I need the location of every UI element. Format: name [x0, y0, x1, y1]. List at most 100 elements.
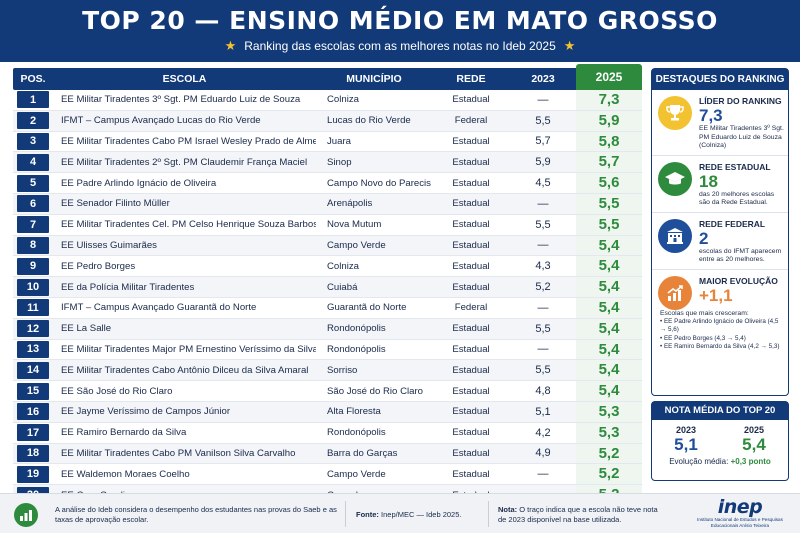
cell-escola: EE Militar Tiradentes Cel. PM Celso Henr… [61, 219, 316, 231]
highlight-estadual: REDE ESTADUAL 18 das 20 melhores escolas… [652, 156, 788, 213]
position-badge: 12 [17, 320, 49, 338]
cell-pos: 15 [13, 382, 53, 400]
cell-escola: EE Militar Tiradentes 3º Sgt. PM Eduardo… [61, 94, 301, 106]
cell-rede: Estadual [452, 94, 490, 106]
cell-municipio: Sinop [327, 156, 352, 168]
position-badge: 3 [17, 132, 49, 150]
cell-2025: 5,4 [576, 235, 642, 256]
cell-municipio: Campo Verde [327, 239, 386, 251]
average-2023-value: 5,1 [674, 435, 698, 454]
federal-value: 2 [699, 228, 709, 248]
cell-2025: 5,4 [576, 318, 642, 339]
cell-2023: 4,5 [535, 177, 551, 190]
position-badge: 11 [17, 299, 49, 317]
table-row: 5 EE Padre Arlindo Ignácio de Oliveira Cam… [13, 173, 642, 194]
average-2023: 2023 5,1 [674, 425, 698, 455]
footer-divider [345, 501, 346, 527]
cell-pos: 4 [13, 153, 53, 171]
growth-chart-icon [658, 275, 692, 310]
header-2023: 2023 [531, 73, 555, 85]
source-label: Fonte: [356, 510, 379, 519]
nota-label: Nota: [498, 505, 518, 514]
subtitle-row: ★ Ranking das escolas com as melhores no… [0, 38, 800, 54]
table-row: 19 EE Waldemon Moraes Coelho Campo Verde Es… [13, 464, 642, 486]
cell-2025: 7,3 [576, 90, 642, 110]
cell-2025: 5,3 [576, 422, 642, 443]
position-badge: 19 [17, 465, 49, 483]
cell-municipio: Colniza [327, 260, 359, 272]
cell-escola: IFMT – Campus Avançado Guarantã do Norte [61, 302, 257, 314]
page-subtitle: Ranking das escolas com as melhores nota… [244, 39, 556, 53]
cell-2023: 5,5 [535, 364, 551, 377]
table-row: 2 IFMT – Campus Avançado Lucas do Rio Ver… [13, 110, 642, 132]
table-row: 14 EE Militar Tiradentes Cabo Antônio Dil… [13, 360, 642, 382]
table-row: 10 EE da Polícia Militar Tiradentes Cuiabá… [13, 277, 642, 298]
cell-2023: 5,2 [535, 281, 551, 294]
table-row: 7 EE Militar Tiradentes Cel. PM Celso Hen… [13, 214, 642, 236]
cell-2025: 5,6 [576, 173, 642, 193]
cell-2023: — [537, 301, 549, 314]
cell-2023: 5,1 [535, 405, 551, 418]
table-row: 18 EE Militar Tiradentes Cabo PM Vanilson… [13, 443, 642, 465]
table-row: 16 EE Jayme Veríssimo de Campos Júnior Alt… [13, 401, 642, 423]
cell-municipio: Campo Verde [327, 468, 386, 480]
cell-2025: 5,8 [576, 131, 642, 152]
table-row: 11 IFMT – Campus Avançado Guarantã do Nor… [13, 297, 642, 319]
position-badge: 15 [17, 382, 49, 400]
cell-pos: 10 [13, 278, 53, 296]
page-title: TOP 20 — ENSINO MÉDIO EM MATO GROSSO [82, 6, 718, 35]
footer-nota: Nota: O traço indica que a escola não te… [498, 505, 668, 525]
cell-rede: Estadual [452, 281, 490, 293]
position-badge: 4 [17, 153, 49, 171]
table-row: 4 EE Militar Tiradentes 2º Sgt. PM Claude… [13, 152, 642, 174]
cell-2023: — [537, 197, 549, 210]
table-row: 6 EE Senador Filinto Müller Arenápolis Esta… [13, 193, 642, 215]
cell-municipio: Rondonópolis [327, 323, 386, 335]
cell-municipio: Rondonópolis [327, 343, 386, 355]
cell-rede: Estadual [452, 177, 490, 189]
table-row: 1 EE Militar Tiradentes 3º Sgt. PM Eduard… [13, 90, 642, 111]
inep-logo: inep Instituto Nacional de Estudos e Pes… [690, 497, 790, 528]
cell-pos: 14 [13, 361, 53, 379]
table-header: POS. ESCOLA MUNICÍPIO REDE 2023 2025 [13, 64, 642, 90]
cell-escola: EE Padre Arlindo Ignácio de Oliveira [61, 177, 217, 189]
cell-escola: EE São José do Rio Claro [61, 385, 173, 397]
position-badge: 18 [17, 444, 49, 462]
logo-institution: Instituto Nacional de Estudos e Pesquisa… [697, 517, 783, 528]
average-2023-label: 2023 [675, 425, 696, 435]
cell-escola: EE Militar Tiradentes Cabo PM Israel Wes… [61, 135, 316, 147]
page-header: TOP 20 — ENSINO MÉDIO EM MATO GROSSO ★ R… [0, 0, 800, 62]
cell-2023: — [537, 468, 549, 481]
average-evolution-value: +0,3 ponto [730, 457, 771, 466]
cell-municipio: Colniza [327, 94, 359, 106]
page-footer: A análise do Ideb considera o desempenho… [0, 493, 800, 533]
cell-municipio: Guarantã do Norte [327, 302, 407, 314]
cell-escola: EE da Polícia Militar Tiradentes [61, 281, 195, 293]
ranking-table: POS. ESCOLA MUNICÍPIO REDE 2023 2025 1 EE… [13, 64, 642, 506]
cell-rede: Estadual [452, 385, 490, 397]
cell-2023: 5,5 [535, 218, 551, 231]
cell-pos: 19 [13, 465, 53, 483]
cell-escola: EE Pedro Borges [61, 260, 136, 272]
cell-municipio: Nova Mutum [327, 219, 382, 231]
cell-municipio: Campo Novo do Parecis [327, 177, 431, 189]
evolucao-text: Escolas que mais cresceram: [660, 309, 749, 317]
leader-label: LÍDER DO RANKING [699, 96, 782, 106]
position-badge: 10 [17, 278, 49, 296]
cell-escola: EE Militar Tiradentes Cabo Antônio Dilce… [61, 364, 309, 376]
cell-municipio: Sorriso [327, 364, 358, 376]
cell-municipio: Arenápolis [327, 198, 373, 210]
table-row: 17 EE Ramiro Bernardo da Silva Rondonópoli… [13, 422, 642, 444]
cell-pos: 12 [13, 320, 53, 338]
cell-2025: 5,2 [576, 443, 642, 464]
average-2025: 2025 5,4 [742, 425, 766, 455]
cell-rede: Estadual [452, 135, 490, 147]
cell-rede: Estadual [452, 260, 490, 272]
cell-rede: Estadual [452, 239, 490, 251]
star-icon: ★ [224, 38, 237, 53]
cell-2025: 5,4 [576, 277, 642, 297]
cell-2025: 5,4 [576, 339, 642, 360]
cell-2025: 5,5 [576, 214, 642, 235]
footer-divider [488, 501, 489, 527]
header-municipio: MUNICÍPIO [346, 73, 402, 85]
